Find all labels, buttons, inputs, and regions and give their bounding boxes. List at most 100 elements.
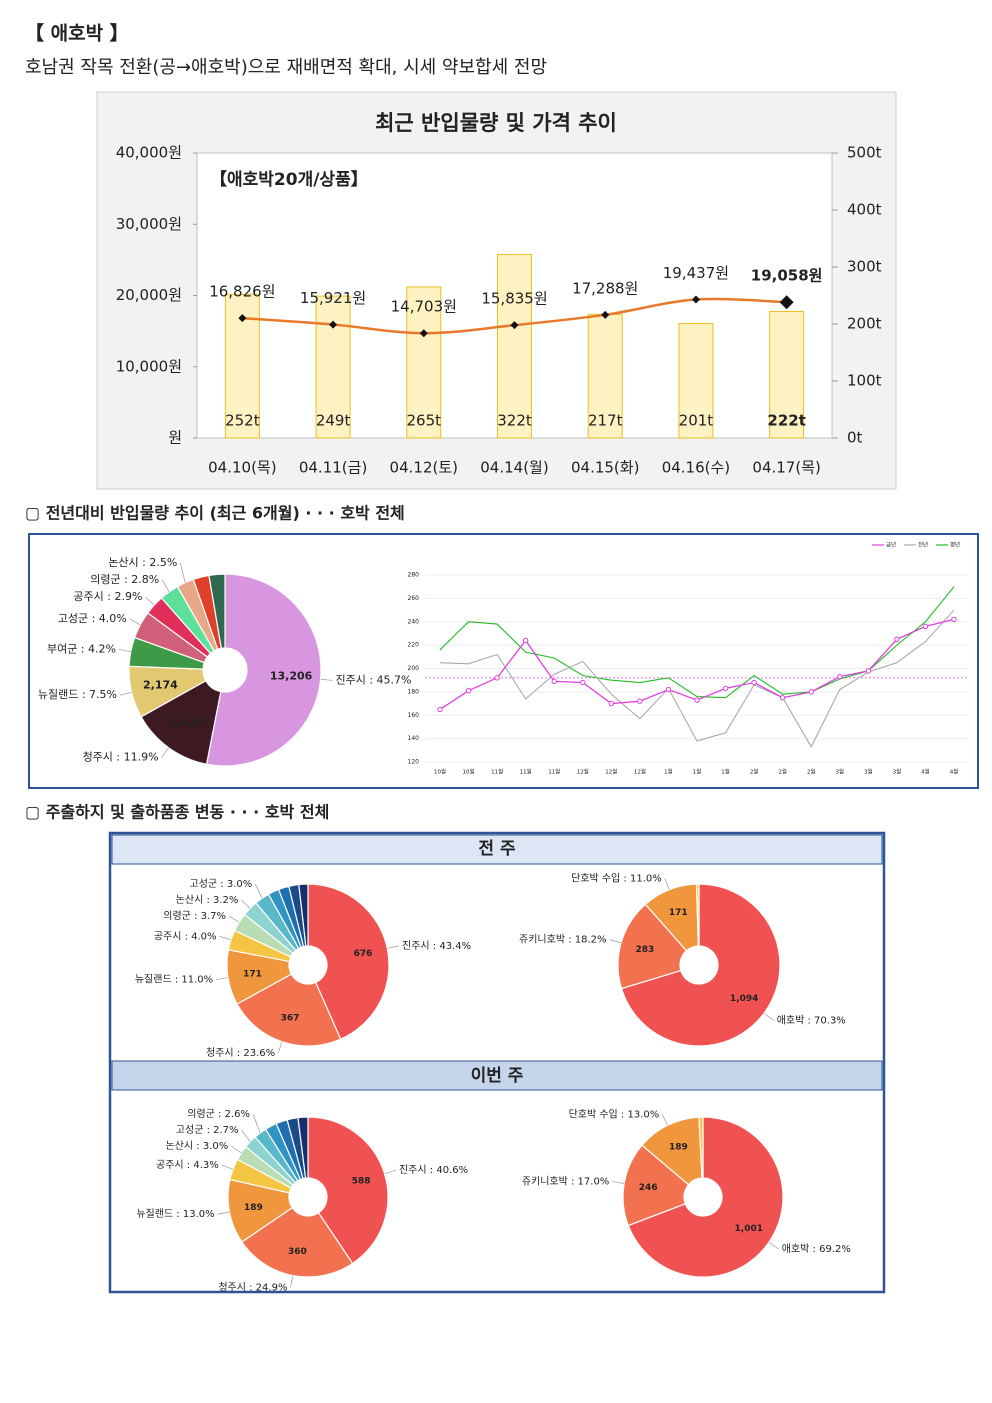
bar bbox=[406, 286, 442, 439]
slice-value-label: 189 bbox=[244, 1203, 263, 1213]
point bbox=[694, 697, 700, 703]
y2-tick-label: 0t bbox=[847, 429, 863, 447]
price-marker bbox=[510, 321, 519, 330]
y-tick-label: 40,000원 bbox=[116, 144, 182, 162]
y2-tick-label: 400t bbox=[847, 201, 882, 219]
slice-value-label: 588 bbox=[352, 1176, 371, 1186]
bar-value-label: 252t bbox=[225, 412, 260, 430]
price-label: 16,826원 bbox=[209, 283, 275, 301]
y-tick-label: 120 bbox=[408, 759, 420, 766]
leader-line bbox=[241, 1130, 251, 1142]
x-tick-label: 04.14(월) bbox=[480, 459, 548, 477]
bar bbox=[315, 295, 351, 439]
leader-line bbox=[252, 1114, 261, 1134]
bar-value-label: 217t bbox=[588, 412, 623, 430]
bar-value-label: 265t bbox=[407, 412, 442, 430]
slice-label: 고성군 : 4.0% bbox=[58, 612, 127, 625]
bar bbox=[497, 253, 532, 439]
slice-value-label: 189 bbox=[669, 1143, 688, 1153]
bar-value-label: 322t bbox=[497, 412, 532, 430]
point bbox=[951, 616, 957, 623]
leader-line bbox=[119, 692, 132, 696]
price-label: 15,835원 bbox=[481, 290, 547, 308]
point bbox=[808, 689, 814, 695]
price-label: 15,921원 bbox=[300, 289, 366, 307]
leader-line bbox=[216, 977, 229, 980]
slice bbox=[236, 973, 342, 1047]
point bbox=[551, 678, 557, 685]
slice bbox=[205, 573, 322, 767]
slice-label: 쥬키니호박 : 18.2% bbox=[519, 934, 607, 946]
price-marker bbox=[779, 295, 794, 310]
y-tick-label: 140 bbox=[408, 735, 420, 742]
panel-title: 이번 주 bbox=[471, 1066, 524, 1086]
slice-label: 애호박 : 70.3% bbox=[777, 1014, 846, 1026]
leader-line bbox=[231, 1145, 242, 1154]
slice bbox=[620, 883, 781, 1047]
slice-label: 공주시 : 4.0% bbox=[154, 930, 217, 942]
x-tick-label: 1월 bbox=[721, 768, 730, 776]
point bbox=[437, 706, 443, 713]
leader-line bbox=[228, 915, 240, 923]
slice-label: 진주시 : 45.7% bbox=[335, 673, 411, 686]
point bbox=[465, 688, 472, 694]
price-marker bbox=[419, 329, 428, 338]
leader-line bbox=[277, 1041, 283, 1054]
price-marker bbox=[238, 314, 247, 323]
slice-value-label: 360 bbox=[288, 1247, 307, 1257]
leader-line bbox=[179, 562, 186, 583]
y-tick-label: 30,000원 bbox=[116, 215, 182, 233]
slice-label: 부여군 : 4.2% bbox=[47, 642, 116, 655]
slice-label: 논산시 : 3.2% bbox=[176, 894, 239, 906]
x-tick-label: 3월 bbox=[864, 768, 873, 776]
slice-label: 청주시 : 11.9% bbox=[83, 750, 159, 763]
bar bbox=[769, 310, 805, 439]
leader-line bbox=[768, 1242, 779, 1250]
chart-title: 최근 반입물량 및 가격 추이 bbox=[375, 111, 617, 135]
panel-header bbox=[111, 834, 883, 865]
slice-label: 진주시 : 43.4% bbox=[402, 940, 471, 952]
slice-label: 의령군 : 2.6% bbox=[187, 1108, 250, 1120]
page-subtitle: 호남권 작목 전환(공→애호박)으로 재배면적 확대, 시세 약보합세 전망 bbox=[25, 57, 547, 78]
slice bbox=[297, 1116, 309, 1179]
slice-label: 고성군 : 2.7% bbox=[176, 1124, 239, 1136]
slice-label: 단호박 수입 : 11.0% bbox=[571, 872, 662, 885]
legend-label: 금년 bbox=[886, 541, 896, 549]
y-tick-label: 260 bbox=[408, 595, 420, 602]
y-tick-label: 180 bbox=[408, 688, 420, 695]
slice-value-label: 1,094 bbox=[730, 994, 758, 1004]
leader-line bbox=[161, 747, 169, 758]
slice-label: 의령군 : 2.8% bbox=[90, 573, 159, 586]
slice bbox=[140, 679, 222, 765]
slice-label: 청주시 : 24.9% bbox=[218, 1281, 287, 1293]
slice-value-label: 171 bbox=[669, 908, 688, 918]
point bbox=[608, 700, 615, 707]
slice bbox=[307, 883, 390, 1040]
price-marker bbox=[691, 295, 700, 304]
point bbox=[637, 698, 643, 704]
slice-label: 청주시 : 23.6% bbox=[206, 1047, 275, 1059]
panel-header bbox=[111, 1060, 883, 1091]
y2-tick-label: 500t bbox=[847, 144, 882, 162]
leader-line bbox=[129, 618, 141, 626]
legend-label: 전년 bbox=[918, 541, 928, 549]
slice bbox=[208, 573, 226, 650]
slice-value-label: 1,001 bbox=[735, 1224, 763, 1234]
slice-value-label: 13,206 bbox=[270, 669, 313, 682]
leader-line bbox=[290, 1275, 294, 1288]
x-tick-label: 12월 bbox=[605, 768, 617, 776]
slice-value-label: 676 bbox=[354, 949, 373, 959]
slice-value-label: 3,429 bbox=[169, 717, 204, 730]
bar-value-label: 249t bbox=[316, 412, 351, 430]
x-tick-label: 04.11(금) bbox=[299, 459, 367, 477]
slice bbox=[622, 1144, 690, 1227]
point bbox=[722, 685, 729, 692]
leader-line bbox=[609, 939, 622, 944]
slice-label: 공주시 : 4.3% bbox=[156, 1159, 219, 1171]
x-tick-label: 04.16(수) bbox=[662, 459, 730, 477]
point bbox=[922, 623, 929, 630]
point bbox=[779, 695, 786, 701]
price-marker bbox=[329, 320, 338, 329]
y2-tick-label: 200t bbox=[847, 315, 882, 333]
